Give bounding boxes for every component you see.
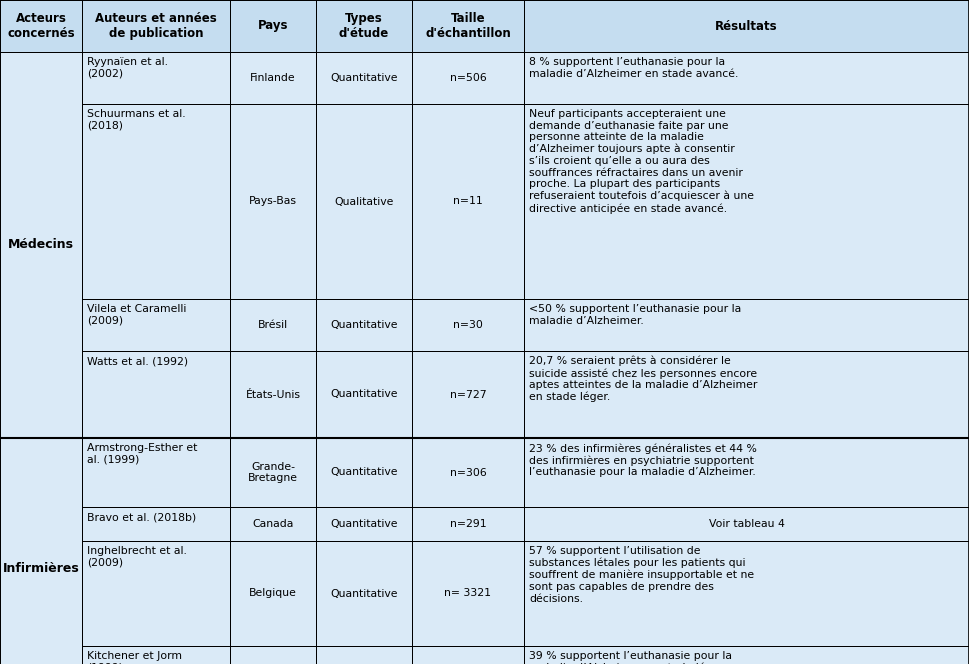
Bar [0,0,82,52]
Text: n=727: n=727 [450,390,486,400]
Bar [230,507,316,541]
Bar [524,52,969,104]
Text: États-Unis: États-Unis [245,390,300,400]
Text: n=291: n=291 [450,519,486,529]
Text: Bravo et al. (2018b): Bravo et al. (2018b) [87,512,197,522]
Bar [316,299,412,351]
Bar [524,646,969,664]
Bar [412,0,524,52]
Text: Watts et al. (1992): Watts et al. (1992) [87,356,188,366]
Bar [316,646,412,664]
Bar [524,438,969,507]
Text: Vilela et Caramelli
(2009): Vilela et Caramelli (2009) [87,304,186,325]
Text: Auteurs et années
de publication: Auteurs et années de publication [95,12,217,40]
Bar [316,438,412,507]
Text: Canada: Canada [252,519,294,529]
Text: Résultats: Résultats [715,19,778,33]
Text: Acteurs
concernés: Acteurs concernés [7,12,75,40]
Text: Pays: Pays [258,19,288,33]
Text: Infirmières: Infirmières [3,562,79,574]
Text: 8 % supportent l’euthanasie pour la
maladie d’Alzheimer en stade avancé.: 8 % supportent l’euthanasie pour la mala… [529,57,738,78]
Text: Quantitative: Quantitative [330,588,397,598]
Bar [316,541,412,646]
Bar [524,104,969,299]
Bar [82,438,230,507]
Bar [82,351,230,438]
Text: n= 3321: n= 3321 [445,588,491,598]
Text: Finlande: Finlande [250,73,296,83]
Text: Kitchener et Jorm
(1999): Kitchener et Jorm (1999) [87,651,182,664]
Bar [82,52,230,104]
Text: Armstrong-Esther et
al. (1999): Armstrong-Esther et al. (1999) [87,443,198,465]
Bar [524,541,969,646]
Bar [316,351,412,438]
Bar [230,541,316,646]
Bar [230,299,316,351]
Bar [316,104,412,299]
Bar [82,646,230,664]
Bar [524,0,969,52]
Bar [82,299,230,351]
Text: Neuf participants accepteraient une
demande d’euthanasie faite par une
personne : Neuf participants accepteraient une dema… [529,109,754,214]
Bar [0,438,82,664]
Bar [230,438,316,507]
Bar [230,646,316,664]
Bar [412,299,524,351]
Bar [524,299,969,351]
Text: Belgique: Belgique [249,588,297,598]
Text: Pays-Bas: Pays-Bas [249,197,297,207]
Text: Schuurmans et al.
(2018): Schuurmans et al. (2018) [87,109,186,131]
Text: 39 % supportent l’euthanasie pour la
maladie d’Alzheimer en stade léger.: 39 % supportent l’euthanasie pour la mal… [529,651,732,664]
Text: Ryynaïen et al.
(2002): Ryynaïen et al. (2002) [87,57,168,78]
Text: 23 % des infirmières généralistes et 44 %
des infirmières en psychiatrie support: 23 % des infirmières généralistes et 44 … [529,443,757,477]
Bar [82,0,230,52]
Bar [412,438,524,507]
Text: Quantitative: Quantitative [330,73,397,83]
Text: Taille
d'échantillon: Taille d'échantillon [425,12,511,40]
Text: Brésil: Brésil [258,320,288,330]
Bar [412,351,524,438]
Bar [316,507,412,541]
Bar [230,104,316,299]
Text: Quantitative: Quantitative [330,519,397,529]
Text: Médecins: Médecins [8,238,74,252]
Text: Grande-
Bretagne: Grande- Bretagne [248,461,298,483]
Bar [412,541,524,646]
Text: n=11: n=11 [453,197,483,207]
Text: <50 % supportent l’euthanasie pour la
maladie d’Alzheimer.: <50 % supportent l’euthanasie pour la ma… [529,304,741,325]
Text: Types
d'étude: Types d'étude [339,12,390,40]
Text: Quantitative: Quantitative [330,390,397,400]
Text: n=306: n=306 [450,467,486,477]
Bar [0,52,82,438]
Bar [412,104,524,299]
Bar [524,507,969,541]
Text: Quantitative: Quantitative [330,320,397,330]
Bar [316,52,412,104]
Bar [316,0,412,52]
Bar [230,351,316,438]
Text: n=506: n=506 [450,73,486,83]
Text: Quantitative: Quantitative [330,467,397,477]
Text: 57 % supportent l’utilisation de
substances létales pour les patients qui
souffr: 57 % supportent l’utilisation de substan… [529,546,754,604]
Bar [82,104,230,299]
Text: 20,7 % seraient prêts à considérer le
suicide assisté chez les personnes encore
: 20,7 % seraient prêts à considérer le su… [529,356,758,402]
Bar [82,541,230,646]
Bar [82,507,230,541]
Bar [412,52,524,104]
Bar [412,507,524,541]
Bar [524,351,969,438]
Text: Inghelbrecht et al.
(2009): Inghelbrecht et al. (2009) [87,546,187,568]
Text: Qualitative: Qualitative [334,197,393,207]
Bar [412,646,524,664]
Bar [230,0,316,52]
Bar [230,52,316,104]
Text: n=30: n=30 [453,320,483,330]
Text: Voir tableau 4: Voir tableau 4 [708,519,785,529]
